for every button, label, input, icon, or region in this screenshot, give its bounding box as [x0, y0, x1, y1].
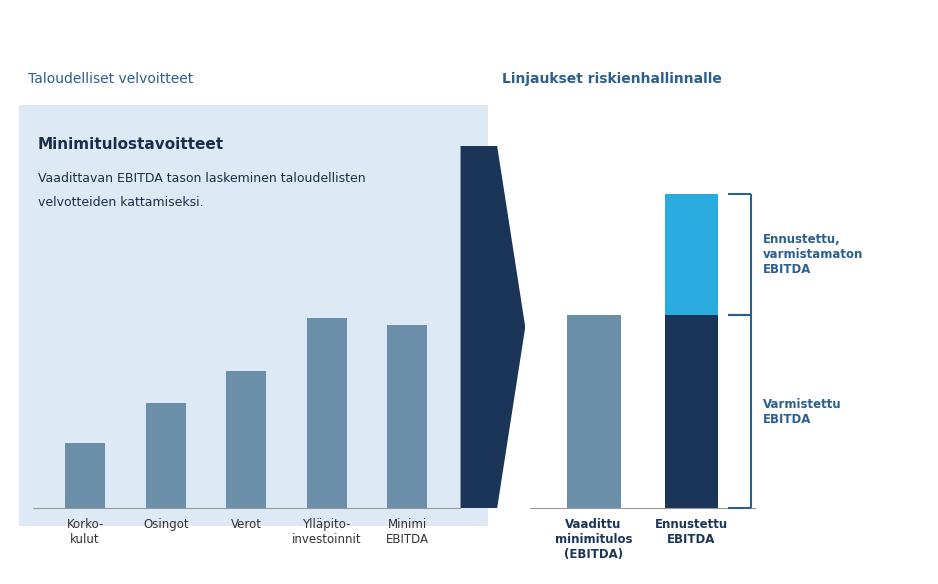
Bar: [307, 318, 347, 508]
Bar: [664, 194, 719, 315]
Text: Linjaukset riskienhallinnalle: Linjaukset riskienhallinnalle: [502, 72, 721, 86]
Text: Ennustettu,
varmistamaton
EBITDA: Ennustettu, varmistamaton EBITDA: [763, 233, 863, 276]
Text: Taloudelliset velvoitteet: Taloudelliset velvoitteet: [28, 72, 193, 86]
Bar: [567, 315, 621, 508]
Text: KONSERNINÄKÖKULMA MINIMITULOSMANDAATTEIHIN: KONSERNINÄKÖKULMA MINIMITULOSMANDAATTEIH…: [226, 22, 712, 36]
Polygon shape: [461, 146, 525, 508]
Text: Vaadittavan EBITDA tason laskeminen taloudellisten: Vaadittavan EBITDA tason laskeminen talo…: [38, 172, 365, 185]
Bar: [145, 404, 186, 508]
Bar: [65, 443, 105, 508]
Text: velvotteiden kattamiseksi.: velvotteiden kattamiseksi.: [38, 196, 204, 208]
Bar: [387, 325, 428, 508]
Text: Varmistettu
EBITDA: Varmistettu EBITDA: [763, 398, 841, 426]
Bar: [664, 315, 719, 508]
Text: Minimitulostavoitteet: Minimitulostavoitteet: [38, 137, 223, 152]
Bar: [226, 371, 266, 508]
